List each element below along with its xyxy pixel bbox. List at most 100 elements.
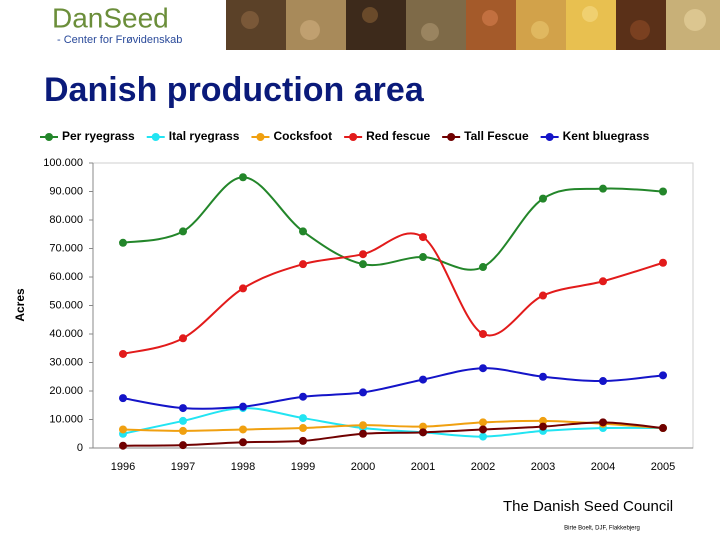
data-point <box>419 428 427 437</box>
legend-item: Ital ryegrass <box>146 129 240 143</box>
data-point <box>299 392 307 401</box>
logo: DanSeed <box>52 2 169 33</box>
y-tick-label: 40.000 <box>49 328 83 340</box>
data-point <box>299 414 307 423</box>
data-point <box>239 173 247 182</box>
x-tick-label: 2000 <box>351 461 375 473</box>
plot: 0 10.000 20.000 30.000 40.000 50.000 60.000 70.… <box>40 129 693 473</box>
data-point <box>479 418 487 427</box>
x-tick-label: 2003 <box>531 461 555 473</box>
legend-marker <box>256 133 265 141</box>
data-point <box>359 429 367 438</box>
data-point <box>179 426 187 435</box>
series-line <box>122 232 664 355</box>
data-point <box>239 438 247 447</box>
data-point <box>539 194 547 203</box>
data-point <box>539 291 547 300</box>
series-line <box>122 407 664 438</box>
data-point <box>359 388 367 397</box>
seed-photo <box>226 0 720 50</box>
data-point <box>119 425 127 434</box>
data-point <box>299 436 307 445</box>
series <box>119 173 667 272</box>
x-tick-label: 1996 <box>111 461 135 473</box>
data-point <box>479 330 487 338</box>
data-point <box>419 422 427 431</box>
legend-item: Per ryegrass <box>40 129 135 143</box>
series-line <box>122 419 664 432</box>
data-point <box>359 260 367 269</box>
legend-marker <box>545 133 554 141</box>
legend-label: Tall Fescue <box>464 129 529 143</box>
y-tick-label: 50.000 <box>49 299 83 311</box>
data-point <box>419 375 427 384</box>
data-point <box>599 418 607 427</box>
x-tick-label: 1999 <box>291 461 315 473</box>
x-tick-label: 2001 <box>411 461 435 473</box>
data-point <box>179 404 187 413</box>
legend-label: Red fescue <box>366 129 430 143</box>
data-point <box>599 277 607 286</box>
data-point <box>659 371 667 380</box>
legend-marker <box>151 133 160 141</box>
data-point <box>539 422 547 431</box>
legend-marker <box>349 133 358 141</box>
x-tick-label: 2002 <box>471 461 495 473</box>
legend-label: Cocksfoot <box>273 129 332 143</box>
data-point <box>419 233 427 242</box>
data-point <box>119 238 127 247</box>
data-point <box>359 421 367 430</box>
data-point <box>599 184 607 193</box>
x-tick-label: 2005 <box>651 461 675 473</box>
x-tick-label: 1998 <box>231 461 255 473</box>
legend-item: Cocksfoot <box>251 129 332 143</box>
y-tick-label: 0 <box>77 442 83 454</box>
data-point <box>479 425 487 434</box>
data-point <box>119 394 127 403</box>
legend-label: Ital ryegrass <box>169 129 240 143</box>
data-point <box>119 349 127 358</box>
data-point <box>479 263 487 272</box>
data-point <box>299 260 307 269</box>
series-line <box>122 176 664 271</box>
series <box>119 232 667 358</box>
legend-item: Kent bluegrass <box>540 129 650 143</box>
data-point <box>599 377 607 386</box>
data-point <box>659 187 667 196</box>
slide-title: Danish production area <box>44 71 425 109</box>
legend-item: Tall Fescue <box>442 129 529 143</box>
data-point <box>179 441 187 450</box>
data-point <box>479 432 487 441</box>
data-point <box>359 250 367 259</box>
data-point <box>119 441 127 450</box>
data-point <box>659 258 667 267</box>
y-tick-label: 100.000 <box>43 157 83 169</box>
data-point <box>239 402 247 411</box>
y-tick-label: 10.000 <box>49 413 83 425</box>
data-point <box>539 416 547 425</box>
data-point <box>179 334 187 343</box>
y-tick-label: 30.000 <box>49 356 83 368</box>
data-point <box>539 372 547 381</box>
series <box>119 418 667 450</box>
data-point <box>179 416 187 425</box>
y-tick-label: 60.000 <box>49 271 83 283</box>
x-tick-label: 1997 <box>171 461 195 473</box>
data-point <box>479 364 487 373</box>
legend-marker <box>45 133 53 141</box>
data-point <box>299 227 307 236</box>
logo-subtitle: - Center for Frøvidenskab <box>57 34 182 46</box>
series-line <box>122 421 664 447</box>
series <box>119 364 667 413</box>
y-tick-label: 80.000 <box>49 214 83 226</box>
y-tick-label: 20.000 <box>49 385 83 397</box>
organization: The Danish Seed Council <box>503 498 673 515</box>
data-point <box>179 227 187 236</box>
y-tick-label: 90.000 <box>49 185 83 197</box>
legend-label: Per ryegrass <box>62 129 135 143</box>
x-tick-label: 2004 <box>591 461 615 473</box>
legend-item: Red fescue <box>344 129 430 143</box>
y-axis-label: Acres <box>13 288 27 322</box>
